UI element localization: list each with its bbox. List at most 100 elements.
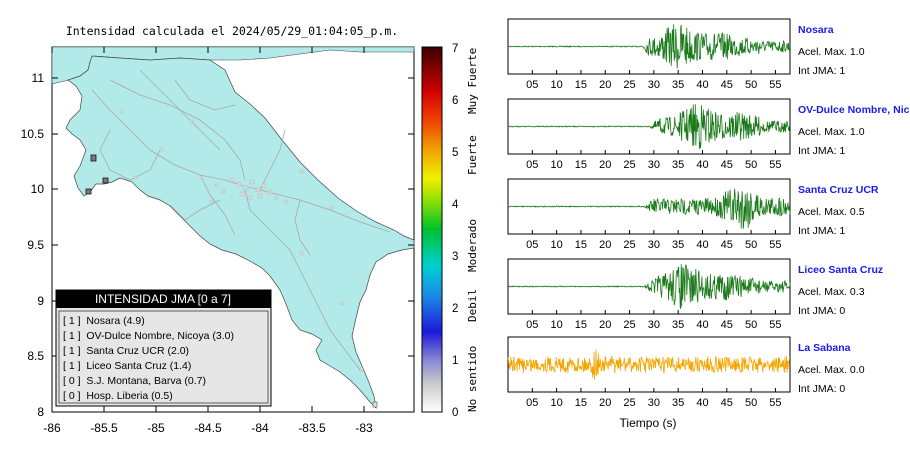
colorbar-category-label: Fuerte xyxy=(466,135,479,175)
x-tick-label: 10 xyxy=(550,397,562,409)
jma-intensity-label: Int JMA: 1 xyxy=(798,65,845,77)
x-tick-label: 20 xyxy=(599,239,611,251)
x-tick-label: 15 xyxy=(575,397,587,409)
map-panel: -86 -85.5 -85 -84.5 -84 -83.5 -83 11 10.… xyxy=(21,47,414,435)
map-y-tick-label: 11 xyxy=(32,71,45,85)
x-tick-label: 40 xyxy=(696,79,708,91)
max-accel-label: Acel. Max. 0.5 xyxy=(798,206,865,218)
x-tick-label: 45 xyxy=(721,319,733,331)
legend: INTENSIDAD JMA [0 a 7] [ 1 ] Nosara (4.9… xyxy=(56,290,271,406)
map-y-tick-label: 10 xyxy=(31,182,45,196)
x-tick-label: 15 xyxy=(575,159,587,171)
x-tick-label: 40 xyxy=(696,239,708,251)
colorbar-tick-label: 6 xyxy=(452,95,458,107)
x-tick-label: 50 xyxy=(745,319,757,331)
x-tick-label: 35 xyxy=(672,397,684,409)
station-name: Liceo Santa Cruz xyxy=(798,264,883,276)
x-tick-label: 10 xyxy=(550,239,562,251)
colorbar-tick-label: 4 xyxy=(452,199,459,211)
x-tick-label: 20 xyxy=(599,159,611,171)
x-tick-label: 10 xyxy=(550,159,562,171)
colorbar-tick-label: 0 xyxy=(452,407,458,419)
seismogram-panel: 05 10 15 20 25 30 35 40 45 50 55 Liceo Santa Cruz Ac… xyxy=(508,259,883,331)
x-tick-label: 25 xyxy=(623,159,635,171)
x-tick-label: 35 xyxy=(672,319,684,331)
x-tick-label: 15 xyxy=(575,319,587,331)
map-title: Intensidad calculada el 2024/05/29_01:04… xyxy=(66,24,398,38)
colorbar-category-label: Moderado xyxy=(466,219,479,272)
x-tick-label: 20 xyxy=(599,319,611,331)
x-tick-label: 15 xyxy=(575,79,587,91)
x-tick-label: 10 xyxy=(550,79,562,91)
seismogram-panel: 05 10 15 20 25 30 35 40 45 50 55Santa Cruz UCRAcel… xyxy=(508,179,879,251)
colorbar: 0 1 2 3 4 5 6 7 No sentido Debil Moderad… xyxy=(422,43,479,419)
x-tick-label: 55 xyxy=(769,397,781,409)
station-marker xyxy=(103,178,108,183)
colorbar-category-label: No sentido xyxy=(466,346,479,412)
x-tick-label: 05 xyxy=(526,319,538,331)
x-tick-label: 40 xyxy=(696,397,708,409)
x-tick-label: 30 xyxy=(648,239,660,251)
x-tick-label: 50 xyxy=(745,79,757,91)
map-x-tick-label: -85.5 xyxy=(90,421,118,435)
x-tick-label: 35 xyxy=(672,239,684,251)
map-x-tick-labels: -86 -85.5 -85 -84.5 -84 -83.5 -83 xyxy=(43,421,373,435)
x-tick-label: 45 xyxy=(721,159,733,171)
x-tick-label: 35 xyxy=(672,79,684,91)
jma-intensity-label: Int JMA: 0 xyxy=(798,305,845,317)
x-tick-label: 40 xyxy=(696,159,708,171)
x-tick-label: 05 xyxy=(526,159,538,171)
max-accel-label: Acel. Max. 0.3 xyxy=(798,286,865,298)
x-tick-label: 05 xyxy=(526,397,538,409)
x-tick-label: 45 xyxy=(721,397,733,409)
colorbar-tick-label: 5 xyxy=(452,147,458,159)
colorbar-category-label: Debil xyxy=(466,289,479,322)
legend-item: [ 1 ] OV-Dulce Nombre, Nicoya (3.0) xyxy=(63,330,234,342)
colorbar-tick-label: 1 xyxy=(452,355,458,367)
jma-intensity-label: Int JMA: 1 xyxy=(798,225,845,237)
max-accel-label: Acel. Max. 0.0 xyxy=(798,364,865,376)
x-tick-label: 50 xyxy=(745,397,757,409)
max-accel-label: Acel. Max. 1.0 xyxy=(798,126,865,138)
station-name: OV-Dulce Nombre, Nicoya xyxy=(798,104,910,116)
x-tick-label: 45 xyxy=(721,239,733,251)
station-name: Santa Cruz UCR xyxy=(798,184,879,196)
jma-intensity-label: Int JMA: 0 xyxy=(798,383,845,395)
x-tick-label: 20 xyxy=(599,397,611,409)
seismogram-panel: 05 10 15 20 25 30 35 40 45 50 55 La Sabana Acel. Max… xyxy=(508,337,865,409)
x-tick-label: 25 xyxy=(623,397,635,409)
map-x-tick-label: -83 xyxy=(355,421,373,435)
map-y-tick-label: 10.5 xyxy=(21,127,45,141)
x-tick-label: 05 xyxy=(526,239,538,251)
x-tick-label: 50 xyxy=(745,159,757,171)
colorbar-scale xyxy=(422,47,442,412)
map-y-tick-labels: 11 10.5 10 9.5 9 8.5 8 xyxy=(21,71,45,419)
x-tick-label: 40 xyxy=(696,319,708,331)
x-tick-label: 25 xyxy=(623,239,635,251)
x-tick-label: 25 xyxy=(623,79,635,91)
x-tick-label: 55 xyxy=(769,319,781,331)
map-x-tick-label: -84.5 xyxy=(194,421,222,435)
x-tick-label: 55 xyxy=(769,159,781,171)
x-tick-label: 20 xyxy=(599,79,611,91)
legend-item: [ 1 ] Nosara (4.9) xyxy=(63,315,145,327)
x-tick-label: 10 xyxy=(550,319,562,331)
map-x-tick-label: -85 xyxy=(147,421,165,435)
station-marker xyxy=(91,155,96,161)
seismogram-panels: 05 10 15 20 25 30 35 40 45 50 55 Nosara Acel. Max. 1… xyxy=(508,19,910,409)
x-tick-label: 05 xyxy=(526,79,538,91)
x-tick-label: 30 xyxy=(648,319,660,331)
x-tick-label: 25 xyxy=(623,319,635,331)
x-axis-label: Tiempo (s) xyxy=(620,416,677,430)
station-name: Nosara xyxy=(798,24,834,36)
x-tick-label: 55 xyxy=(769,79,781,91)
colorbar-tick-label: 7 xyxy=(452,43,458,55)
station-marker xyxy=(373,402,377,407)
x-tick-label: 30 xyxy=(648,159,660,171)
x-tick-label: 30 xyxy=(648,397,660,409)
map-x-tick-label: -84 xyxy=(251,421,269,435)
map-x-tick-label: -83.5 xyxy=(298,421,326,435)
legend-item: [ 0 ] S.J. Montana, Barva (0.7) xyxy=(63,375,206,387)
colorbar-tick-label: 2 xyxy=(452,303,458,315)
